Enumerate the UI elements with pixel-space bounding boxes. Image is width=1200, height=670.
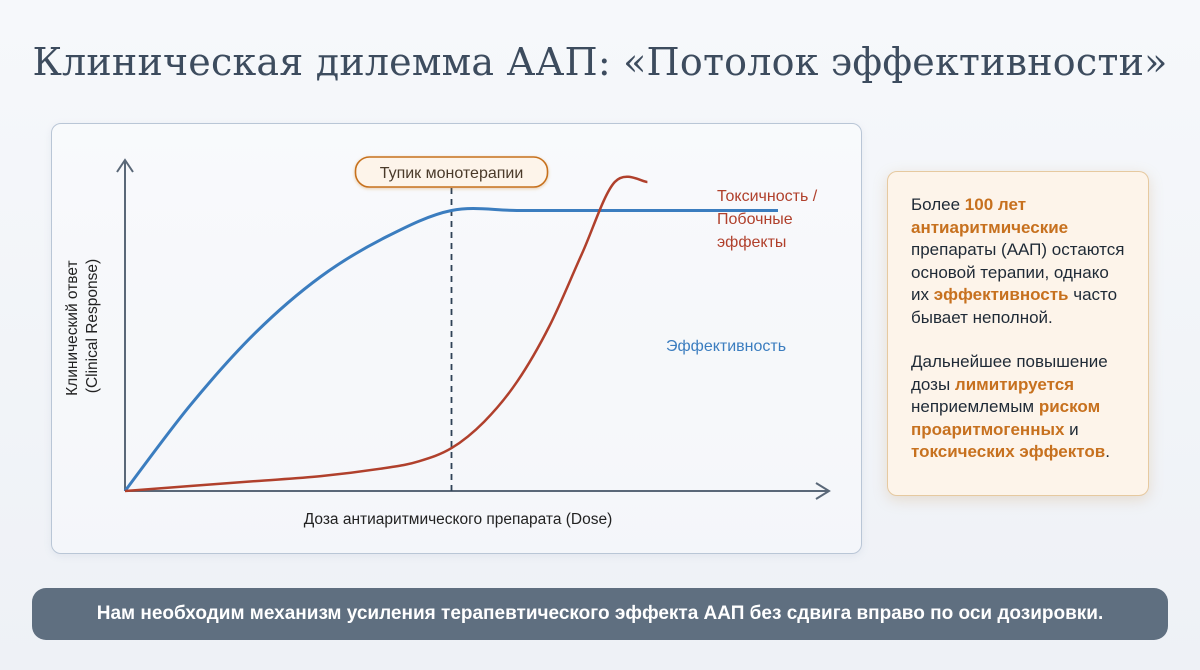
y-axis-label: Клинический ответ (Clinical Response) bbox=[64, 256, 101, 396]
x-axis-arrow bbox=[815, 482, 831, 500]
monotherapy-dead-end-label: Тупик монотерапии bbox=[380, 165, 524, 182]
monotherapy-dead-end-badge: Тупик монотерапии bbox=[354, 156, 549, 188]
toxicity-label: Токсичность / Побочные эффекты bbox=[717, 188, 822, 251]
efficacy-line bbox=[123, 207, 778, 492]
info-paragraph-2: Дальнейшее повышение дозы лимитируется н… bbox=[911, 352, 1110, 461]
toxicity-label-line-3: эффекты bbox=[717, 234, 786, 251]
toxicity-label-line-2: Побочные bbox=[717, 211, 793, 228]
info-card: Более 100 лет антиаритмические препараты… bbox=[887, 171, 1149, 496]
chart-svg: Клинический ответ (Clinical Response) До… bbox=[64, 156, 831, 528]
efficacy-label: Эффективность bbox=[666, 338, 786, 355]
chart-card: Клинический ответ (Clinical Response) До… bbox=[51, 123, 862, 554]
x-axis-label: Доза антиаритмического препарата (Dose) bbox=[304, 511, 613, 528]
toxicity-label-line-1: Токсичность / bbox=[717, 188, 818, 205]
conclusion-banner: Нам необходим механизм усиления терапевт… bbox=[32, 588, 1168, 640]
y-axis-arrow bbox=[116, 158, 134, 173]
info-paragraph-1: Более 100 лет антиаритмические препараты… bbox=[911, 195, 1125, 327]
axes bbox=[116, 158, 831, 500]
page-title: Клиническая дилемма ААП: «Потолок эффект… bbox=[32, 40, 1168, 84]
toxicity-line bbox=[124, 175, 648, 493]
